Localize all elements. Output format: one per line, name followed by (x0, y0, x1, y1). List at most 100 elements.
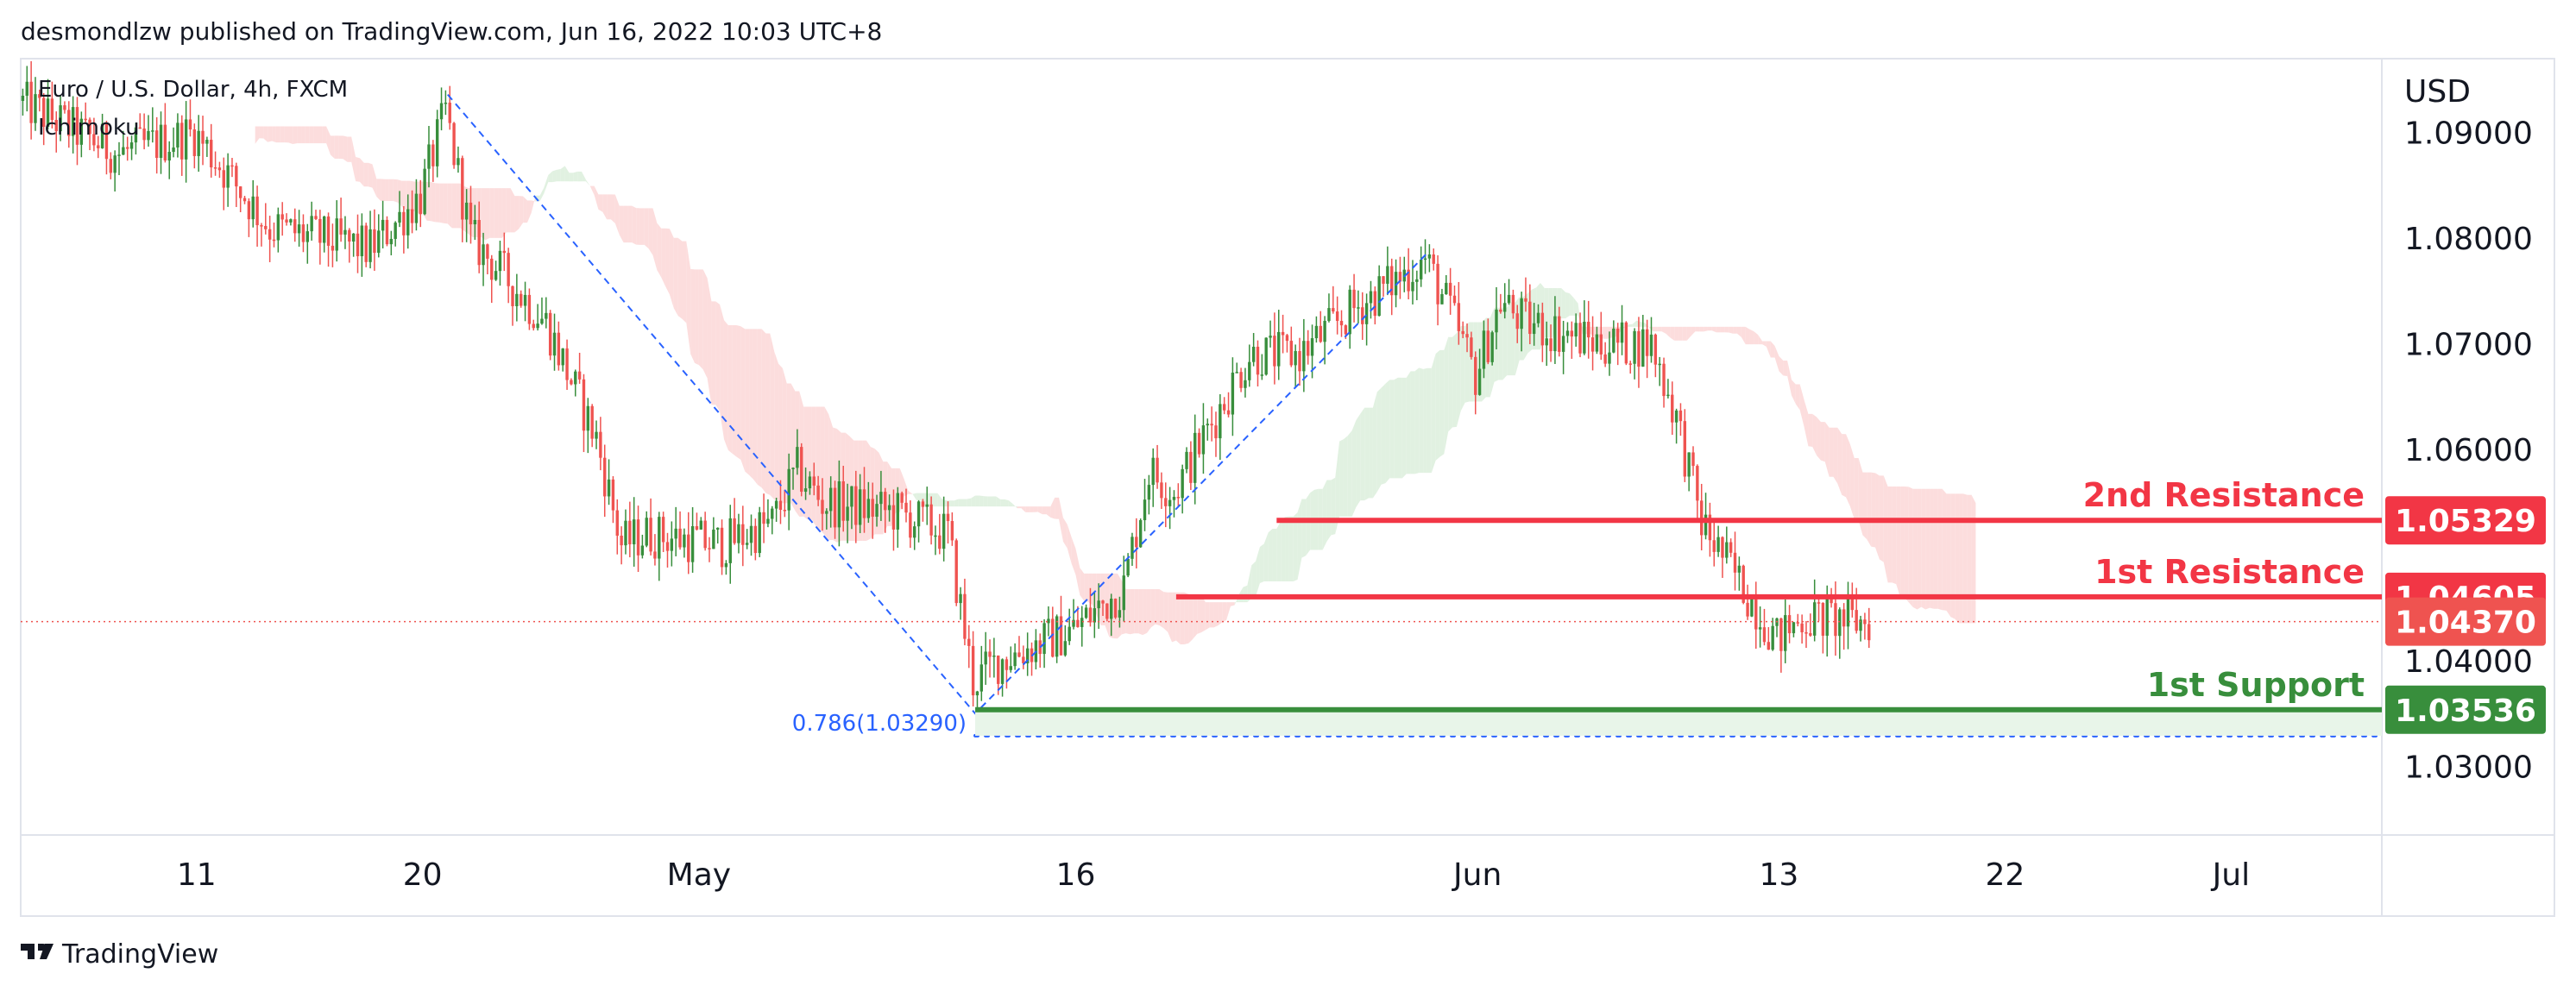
resistance2-price-tag-bg (2385, 496, 2546, 545)
candle-down (1515, 313, 1519, 330)
candle-up (1181, 468, 1184, 499)
support-zone (975, 709, 2382, 736)
cloud-segment-bearish (1226, 602, 1231, 620)
candle-up (913, 526, 916, 538)
candle-up (335, 218, 338, 251)
cloud-segment-bearish (607, 194, 611, 220)
cloud-segment-bearish (301, 126, 305, 144)
published-line: desmondlzw published on TradingView.com,… (21, 17, 882, 46)
cloud-segment-bullish (1281, 517, 1286, 582)
candle-up (745, 543, 749, 545)
cloud-segment-bearish (363, 162, 368, 187)
cloud-segment-bearish (1733, 326, 1737, 334)
candle-down (1448, 282, 1452, 296)
cloud-segment-bearish (1829, 427, 1834, 477)
candle-up (381, 219, 385, 231)
candle-down (954, 540, 958, 604)
tradingview-logo[interactable]: TradingView (21, 939, 218, 970)
candle-down (946, 513, 950, 522)
cloud-segment-bearish (263, 126, 268, 142)
candle-down (1226, 410, 1231, 415)
candle-down (1197, 432, 1201, 455)
cloud-segment-bullish (1263, 532, 1269, 582)
candle-up (71, 107, 75, 136)
indicator-label[interactable]: Ichimoku (38, 115, 140, 141)
cloud-segment-bearish (1193, 594, 1198, 639)
cloud-segment-bearish (1125, 589, 1131, 635)
candle-down (884, 492, 887, 511)
candle-down (1616, 328, 1620, 343)
candle-down (1461, 330, 1464, 335)
cloud-segment-bearish (1779, 355, 1784, 376)
cloud-segment-bearish (313, 126, 318, 144)
candle-up (1168, 499, 1172, 506)
cloud-segment-bearish (715, 301, 721, 412)
cloud-segment-bearish (1887, 486, 1893, 583)
cloud-segment-bullish (967, 498, 972, 507)
candle-up (1084, 607, 1088, 618)
cloud-segment-bullish (1347, 430, 1352, 517)
candle-up (1608, 352, 1611, 364)
candle-up (1440, 294, 1444, 305)
cloud-segment-bearish (1946, 493, 1951, 618)
cloud-segment-bullish (933, 493, 938, 507)
candle-down (230, 165, 234, 167)
cloud-segment-bearish (381, 179, 386, 202)
candle-up (1859, 619, 1862, 631)
cloud-segment-bullish (1293, 512, 1298, 582)
candle-up (276, 214, 280, 241)
cloud-segment-bearish (359, 158, 364, 187)
candle-down (1407, 269, 1410, 292)
symbol-title[interactable]: Euro / U.S. Dollar, 4h, FXCM (38, 77, 348, 103)
candle-down (921, 501, 925, 507)
candle-up (916, 501, 921, 527)
cloud-segment-bearish (1138, 589, 1143, 636)
cloud-segment-bearish (1724, 326, 1729, 333)
candle-down (1796, 622, 1799, 624)
candle-up (1013, 652, 1017, 667)
cloud-segment-bearish (690, 268, 696, 363)
candle-down (611, 479, 615, 511)
candle-up (561, 348, 564, 366)
cloud-segment-bearish (824, 406, 829, 541)
cloud-segment-bearish (456, 183, 461, 229)
cloud-segment-bullish (1439, 349, 1445, 457)
cloud-segment-bearish (1833, 427, 1838, 484)
candle-up (1846, 599, 1850, 627)
cloud-segment-bullish (916, 493, 921, 500)
cloud-segment-bullish (1389, 380, 1395, 479)
time-tick-label: Jun (1452, 857, 1502, 893)
candle-up (1122, 575, 1125, 611)
cloud-segment-bullish (971, 495, 976, 507)
candle-down (280, 214, 284, 220)
cloud-segment-bearish (322, 126, 327, 144)
candle-down (1834, 603, 1837, 637)
candle-down (1210, 424, 1213, 426)
candle-down (1382, 276, 1385, 284)
candle-up (305, 231, 309, 242)
candle-up (758, 512, 761, 554)
candle-up (427, 144, 431, 169)
cloud-segment-bearish (816, 406, 821, 531)
cloud-segment-bullish (912, 493, 917, 500)
candle-up (1251, 346, 1256, 362)
cloud-segment-bearish (1971, 494, 1976, 624)
cloud-segment-bearish (757, 329, 762, 488)
candle-down (695, 525, 699, 530)
candle-down (833, 487, 837, 528)
time-axis[interactable]: 11 20 May 16 Jun 13 22 Jul (177, 857, 2250, 893)
candle-up (1126, 558, 1130, 576)
candle-up (439, 103, 444, 120)
candle-up (879, 492, 883, 505)
cloud-segment-bullish (1259, 543, 1264, 583)
cloud-segment-bullish (1435, 349, 1440, 461)
cloud-segment-bearish (1175, 592, 1181, 644)
candle-down (1289, 341, 1293, 366)
price-tick-label: 1.09000 (2404, 116, 2533, 152)
cloud-segment-bearish (1674, 326, 1679, 341)
price-axis[interactable]: 1.09000 1.08000 1.07000 1.06000 1.04000 1.030… (2404, 116, 2533, 786)
cloud-segment-bearish (598, 194, 603, 212)
cloud-segment-bearish (318, 126, 323, 144)
candle-down (318, 218, 322, 243)
cloud-segment-bullish (1456, 326, 1461, 427)
